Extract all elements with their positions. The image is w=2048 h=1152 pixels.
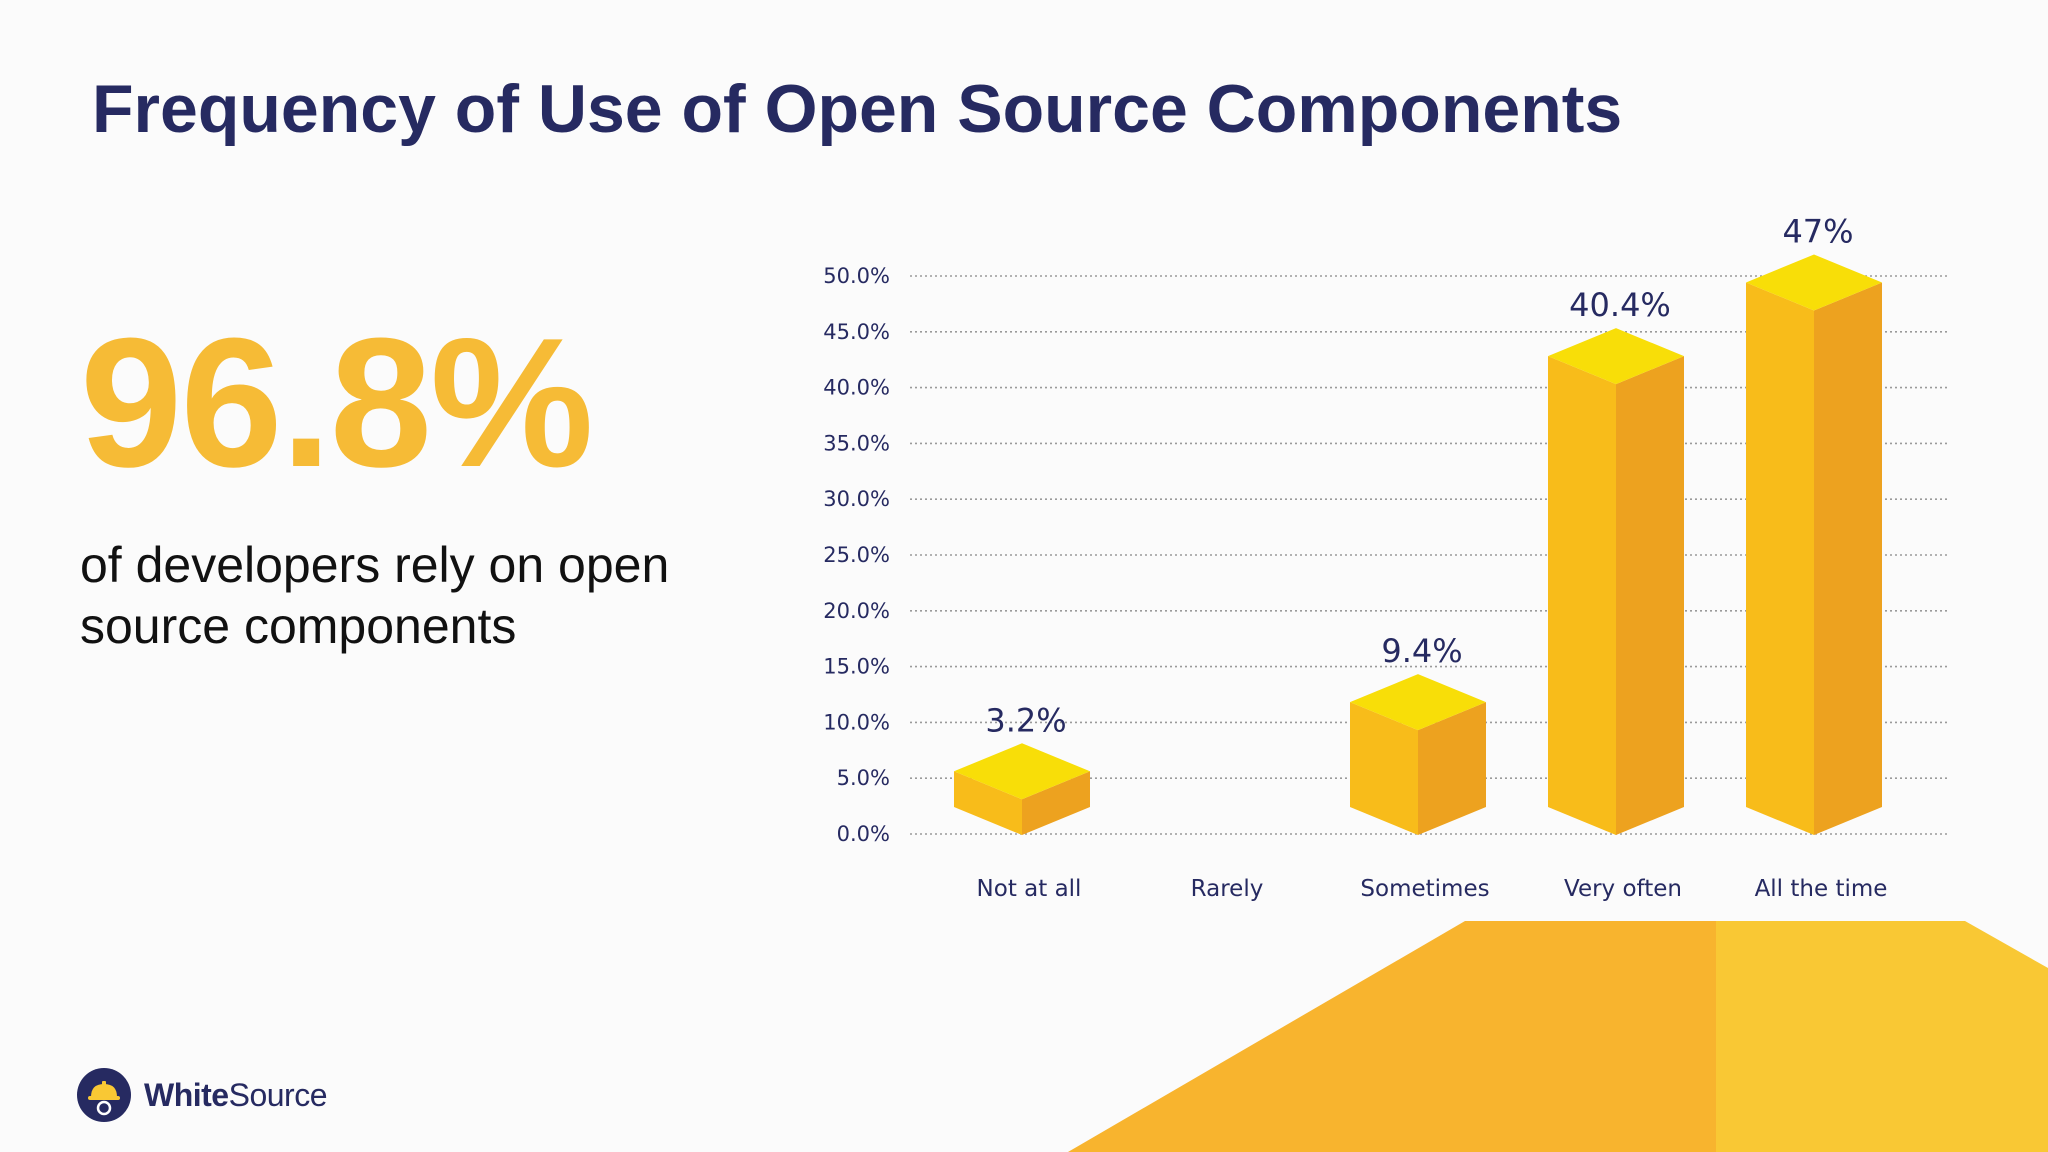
x-category-label: All the time [1755,876,1888,902]
whitesource-logo: WhiteSource [76,1067,327,1123]
x-axis: Not at all Rarely Sometimes Very often All t… [977,876,1888,902]
x-category-label: Very often [1564,876,1682,902]
y-tick-label: 10.0% [823,710,890,734]
data-label: 40.4% [1569,286,1671,324]
hard-hat-gear-icon [77,1068,131,1122]
data-label: 9.4% [1381,632,1462,670]
bar-side-face [1418,702,1486,835]
decor-shape-right [1716,921,2048,1152]
data-labels: 3.2% 9.4% 40.4% 47% [985,212,1853,739]
x-category-label: Rarely [1191,876,1264,902]
y-tick-label: 45.0% [823,320,890,344]
y-tick-label: 5.0% [837,766,890,790]
bar-front-face [954,771,1022,835]
bar-top-face [1350,674,1486,731]
x-category-label: Sometimes [1360,876,1489,902]
bar-front-face [1548,356,1616,835]
bar-top-face [954,743,1090,800]
data-label: 3.2% [985,701,1066,739]
y-axis: 0.0% 5.0% 10.0% 15.0% 20.0% 25.0% 30.0% 35.0% 40… [823,264,890,846]
decor-shape-left [1068,921,1718,1152]
brand-name-regular: Source [228,1076,328,1113]
y-tick-label: 40.0% [823,376,890,400]
y-tick-label: 25.0% [823,543,890,567]
brand-name-bold: White [144,1076,229,1113]
y-tick-label: 30.0% [823,487,890,511]
bar-front-face [1746,282,1814,836]
decorative-background [1068,921,2048,1152]
bar-side-face [1616,356,1684,835]
y-tick-label: 20.0% [823,599,890,623]
page-title: Frequency of Use of Open Source Componen… [92,71,1623,147]
headline-caption: of developers rely on open source compon… [80,537,670,654]
bar-side-face [1814,282,1882,836]
bars [954,254,1882,836]
bar-front-face [1350,702,1418,835]
data-label: 47% [1782,212,1853,250]
bar-top-face [1548,328,1684,385]
x-category-label: Not at all [977,876,1082,902]
bar-side-face [1022,771,1090,835]
y-tick-label: 0.0% [837,822,890,846]
y-tick-label: 35.0% [823,431,890,455]
bar-top-face [1746,254,1882,311]
y-tick-label: 15.0% [823,655,890,679]
headline-stat: 96.8% [80,299,594,505]
y-tick-label: 50.0% [823,264,890,288]
